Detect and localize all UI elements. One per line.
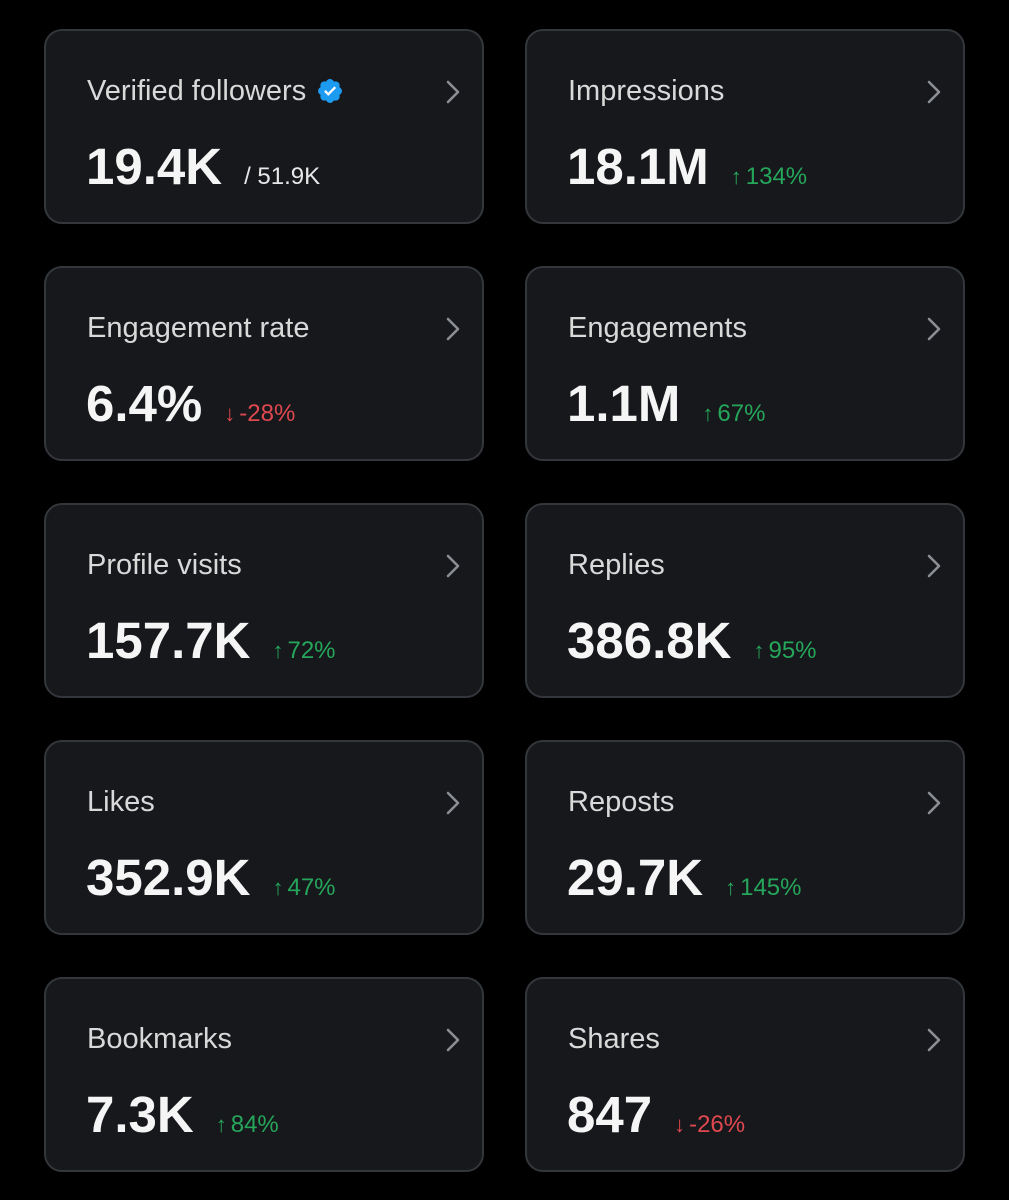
chevron-right-icon [927,317,941,341]
metric-value: 19.4K [86,138,223,195]
metric-row: 847 ↓ -26% [567,1085,745,1145]
card-title: Bookmarks [87,1021,232,1057]
chevron-right-icon [446,554,460,578]
chevron-right-icon [446,791,460,815]
delta-value: -28% [239,400,296,427]
card-title-label: Reposts [568,786,675,818]
chevron-right-icon [446,1028,460,1052]
metric-total: / 51.9K [244,163,321,190]
arrow-down-icon: ↓ [674,1112,686,1137]
metric-row: 6.4% ↓ -28% [86,374,295,434]
metric-value: 386.8K [567,612,732,669]
metric-row: 19.4K / 51.9K [86,137,320,197]
analytics-grid: Verified followers 19.4K / 51.9K Impress… [44,29,965,1172]
card-title: Impressions [568,73,724,109]
card-shares[interactable]: Shares 847 ↓ -26% [525,977,965,1172]
delta-value: 72% [287,637,336,664]
card-likes[interactable]: Likes 352.9K ↑ 47% [44,740,484,935]
metric-value: 352.9K [86,849,251,906]
card-engagements[interactable]: Engagements 1.1M ↑ 67% [525,266,965,461]
metric-row: 7.3K ↑ 84% [86,1085,279,1145]
card-title: Engagements [568,310,747,346]
metric-row: 157.7K ↑ 72% [86,611,336,671]
card-bookmarks[interactable]: Bookmarks 7.3K ↑ 84% [44,977,484,1172]
chevron-right-icon [927,791,941,815]
delta-badge: ↓ -28% [224,400,295,428]
card-title: Reposts [568,784,674,820]
card-title: Verified followers [87,73,344,109]
card-profile-visits[interactable]: Profile visits 157.7K ↑ 72% [44,503,484,698]
delta-value: 84% [230,1111,279,1138]
delta-value: 67% [717,400,766,427]
chevron-right-icon [927,80,941,104]
metric-value: 18.1M [567,138,709,195]
chevron-right-icon [446,80,460,104]
delta-value: 95% [768,637,817,664]
metric-value: 847 [567,1086,653,1143]
delta-badge: ↑ 72% [272,637,335,665]
metric-value: 1.1M [567,375,681,432]
card-title-label: Replies [568,549,665,581]
card-title: Likes [87,784,155,820]
card-engagement-rate[interactable]: Engagement rate 6.4% ↓ -28% [44,266,484,461]
card-title-label: Shares [568,1023,660,1055]
metric-row: 18.1M ↑ 134% [567,137,807,197]
delta-value: 145% [740,874,802,901]
arrow-up-icon: ↑ [702,401,714,426]
card-title-label: Likes [87,786,155,818]
card-reposts[interactable]: Reposts 29.7K ↑ 145% [525,740,965,935]
chevron-right-icon [446,317,460,341]
chevron-right-icon [927,554,941,578]
delta-value: 47% [287,874,336,901]
metric-value: 6.4% [86,375,203,432]
arrow-up-icon: ↑ [272,638,284,663]
delta-badge: ↓ -26% [674,1111,745,1139]
arrow-up-icon: ↑ [753,638,765,663]
metric-value: 7.3K [86,1086,194,1143]
card-verified-followers[interactable]: Verified followers 19.4K / 51.9K [44,29,484,224]
metric-row: 1.1M ↑ 67% [567,374,765,434]
metric-value: 157.7K [86,612,251,669]
delta-value: 134% [745,163,808,190]
delta-badge: ↑ 84% [216,1111,279,1139]
metric-row: 386.8K ↑ 95% [567,611,817,671]
delta-badge: ↑ 134% [731,163,807,191]
metric-row: 29.7K ↑ 145% [567,848,801,908]
card-title: Replies [568,547,665,583]
delta-badge: ↑ 145% [725,874,801,902]
arrow-down-icon: ↓ [224,401,236,426]
metric-value: 29.7K [567,849,704,906]
card-title-label: Impressions [568,75,725,107]
arrow-up-icon: ↑ [725,875,737,900]
delta-badge: ↑ 67% [702,400,765,428]
verified-badge-icon [318,79,343,103]
delta-badge: ↑ 95% [753,637,816,665]
chevron-right-icon [927,1028,941,1052]
arrow-up-icon: ↑ [215,1112,227,1137]
card-title: Engagement rate [87,310,309,346]
arrow-up-icon: ↑ [272,875,284,900]
card-title: Shares [568,1021,660,1057]
card-title: Profile visits [87,547,242,583]
card-title-label: Engagements [568,312,747,344]
metric-row: 352.9K ↑ 47% [86,848,336,908]
card-replies[interactable]: Replies 386.8K ↑ 95% [525,503,965,698]
arrow-up-icon: ↑ [730,164,742,189]
card-title-label: Engagement rate [87,312,310,344]
card-impressions[interactable]: Impressions 18.1M ↑ 134% [525,29,965,224]
card-title-label: Verified followers [87,75,307,107]
delta-badge: ↑ 47% [272,874,335,902]
card-title-label: Profile visits [87,549,242,581]
card-title-label: Bookmarks [87,1023,233,1055]
delta-value: -26% [689,1111,746,1138]
